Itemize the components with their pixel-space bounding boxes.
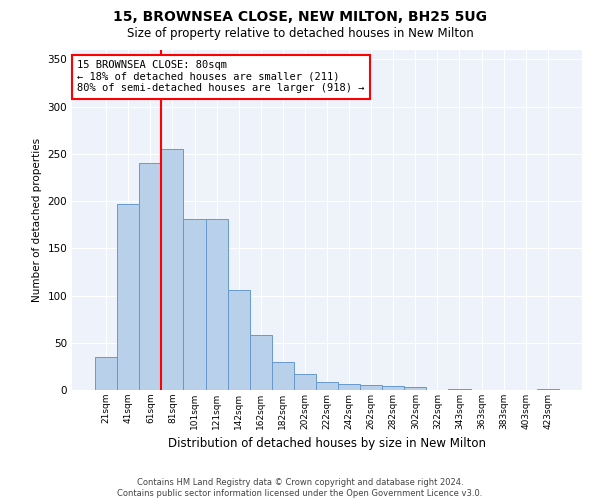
Text: Contains HM Land Registry data © Crown copyright and database right 2024.
Contai: Contains HM Land Registry data © Crown c… (118, 478, 482, 498)
Bar (250, 335, 272, 390)
Bar (360, 386, 382, 390)
Bar (227, 290, 250, 390)
Bar (272, 362, 294, 390)
Y-axis label: Number of detached properties: Number of detached properties (32, 138, 42, 302)
Bar (338, 384, 360, 390)
Bar (184, 219, 206, 390)
Bar (117, 204, 139, 390)
X-axis label: Distribution of detached houses by size in New Milton: Distribution of detached houses by size … (168, 438, 486, 450)
Bar (404, 387, 427, 390)
Bar (95, 357, 117, 390)
Bar (316, 382, 338, 390)
Bar (382, 386, 404, 390)
Bar (294, 374, 316, 390)
Bar (206, 219, 227, 390)
Bar (537, 389, 559, 390)
Text: Size of property relative to detached houses in New Milton: Size of property relative to detached ho… (127, 28, 473, 40)
Text: 15, BROWNSEA CLOSE, NEW MILTON, BH25 5UG: 15, BROWNSEA CLOSE, NEW MILTON, BH25 5UG (113, 10, 487, 24)
Text: 15 BROWNSEA CLOSE: 80sqm
← 18% of detached houses are smaller (211)
80% of semi-: 15 BROWNSEA CLOSE: 80sqm ← 18% of detach… (77, 60, 365, 94)
Bar (161, 149, 184, 390)
Bar (139, 164, 161, 390)
Bar (448, 389, 470, 390)
